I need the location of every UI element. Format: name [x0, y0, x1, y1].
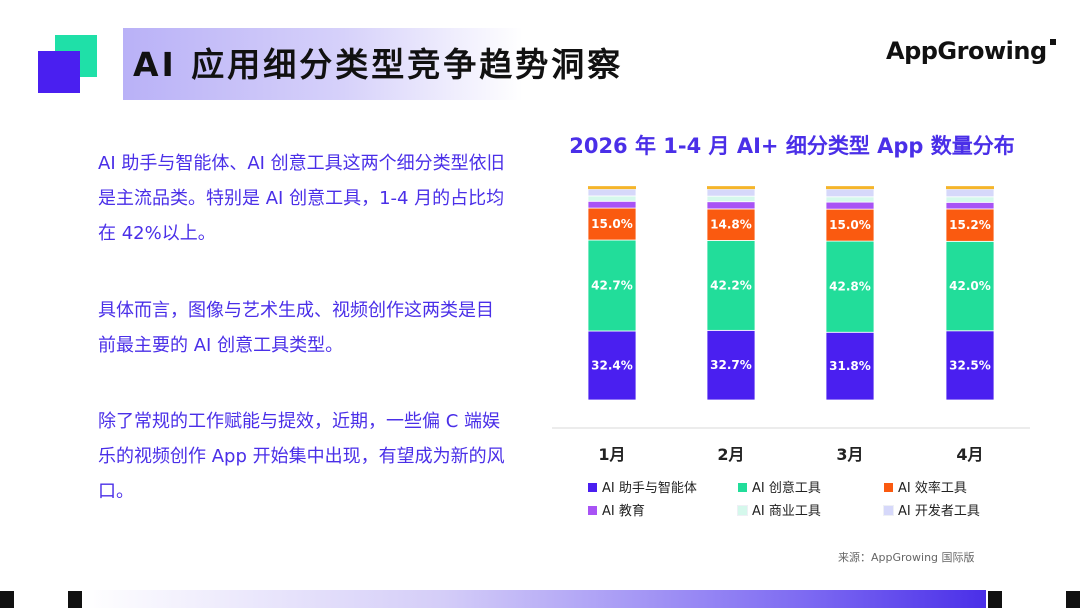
- legend-label: AI 助手与智能体: [602, 481, 697, 496]
- paragraph-3: 除了常规的工作赋能与提效，近期，一些偏 C 端娱乐的视频创作 App 开始集中出…: [98, 411, 505, 502]
- bar-segment-3-2月: [706, 208, 756, 241]
- paragraph-2: 具体而言，图像与艺术生成、视频创作这两类是目前最主要的 AI 创意工具类型。: [98, 300, 494, 356]
- bar-segment-4-2月: [706, 201, 756, 210]
- legend-item: AI 教育: [588, 503, 645, 521]
- chart-title: 2026 年 1-4 月 AI+ 细分类型 App 数量分布: [569, 134, 1015, 158]
- bar-segment-1-4月: [945, 330, 995, 401]
- bottom-gradient-bar: [82, 590, 986, 608]
- paragraph-1: AI 助手与智能体、AI 创意工具这两个细分类型依旧是主流品类。特别是 AI 创…: [98, 153, 505, 244]
- bar-segment-3-3月: [825, 208, 875, 242]
- appgrowing-logo: AppGrowing: [886, 37, 1056, 65]
- bar-top-accent: [588, 186, 636, 190]
- bar-segment-1-1月: [587, 330, 637, 401]
- legend-swatch: [884, 483, 893, 492]
- bar-segment-6-4月: [945, 188, 995, 198]
- bar-segment-6-2月: [706, 188, 756, 197]
- bar-segment-5-2月: [706, 195, 756, 203]
- legend-item: AI 开发者工具: [883, 503, 980, 521]
- bar-top-accent: [946, 186, 994, 190]
- data-label: 15.0%: [591, 217, 633, 231]
- legend-swatch: [883, 505, 894, 516]
- bar-top-accent: [826, 186, 874, 190]
- bar-top-accent: [707, 186, 755, 190]
- x-tick-label: 4月: [956, 445, 983, 464]
- corner-square-right: [1066, 591, 1080, 608]
- legend-label: AI 效率工具: [898, 481, 967, 496]
- legend-swatch: [588, 506, 597, 515]
- legend-swatch: [588, 483, 597, 492]
- legend-label: AI 教育: [602, 504, 645, 519]
- bar-segment-4-3月: [825, 201, 875, 210]
- logo-dot: [1049, 39, 1056, 45]
- bottom-square-1: [68, 591, 82, 608]
- bar-segment-5-3月: [825, 196, 875, 203]
- bar-segment-3-4月: [945, 208, 995, 242]
- data-label: 31.8%: [829, 359, 871, 373]
- data-label: 14.8%: [710, 218, 752, 232]
- corner-square-left: [0, 591, 14, 608]
- bar-segment-5-1月: [587, 195, 637, 202]
- legend-item: AI 助手与智能体: [588, 480, 697, 498]
- data-label: 32.7%: [710, 358, 752, 372]
- legend-swatch: [737, 505, 748, 516]
- legend-label: AI 创意工具: [752, 481, 821, 496]
- page-title: AI 应用细分类型竞争趋势洞察: [133, 45, 624, 84]
- bar-segment-3-1月: [587, 207, 637, 241]
- bottom-square-2: [988, 591, 1002, 608]
- decor-square-purple: [38, 51, 80, 93]
- bar-segment-4-4月: [945, 201, 995, 210]
- data-label: 32.4%: [591, 358, 633, 372]
- data-label: 15.2%: [949, 218, 991, 232]
- bar-segment-1-3月: [825, 331, 875, 401]
- legend-label: AI 开发者工具: [898, 504, 980, 519]
- data-label: 42.0%: [949, 279, 991, 293]
- data-label: 42.2%: [710, 278, 752, 292]
- bar-segment-2-2月: [706, 240, 756, 331]
- bar-segment-6-1月: [587, 188, 637, 197]
- data-label: 42.8%: [829, 280, 871, 294]
- bar-segment-2-3月: [825, 240, 875, 333]
- legend-item: AI 效率工具: [884, 480, 967, 498]
- data-label: 42.7%: [591, 279, 633, 293]
- bar-segment-1-2月: [706, 329, 756, 401]
- source-note: 来源：AppGrowing 国际版: [838, 551, 975, 564]
- bar-segment-2-4月: [945, 240, 995, 332]
- bar-segment-2-1月: [587, 239, 637, 332]
- x-tick-label: 2月: [717, 445, 744, 464]
- logo-text: AppGrowing: [886, 37, 1047, 65]
- bar-segment-5-4月: [945, 196, 995, 203]
- legend-item: AI 创意工具: [738, 480, 821, 498]
- x-tick-label: 3月: [836, 445, 863, 464]
- x-tick-label: 1月: [598, 445, 625, 464]
- legend-label: AI 商业工具: [752, 504, 821, 519]
- data-label: 32.5%: [949, 358, 991, 372]
- legend-swatch: [738, 483, 747, 492]
- title-banner: [123, 28, 523, 100]
- stacked-bar-chart: 32.4% 42.7% 15.0% 1月 32.7% 42.2% 14.8% 2月 31.8% 4…: [552, 186, 1030, 464]
- data-label: 15.0%: [829, 218, 871, 232]
- bar-segment-6-3月: [825, 188, 875, 198]
- legend-item: AI 商业工具: [737, 503, 821, 521]
- bar-segment-4-1月: [587, 200, 637, 209]
